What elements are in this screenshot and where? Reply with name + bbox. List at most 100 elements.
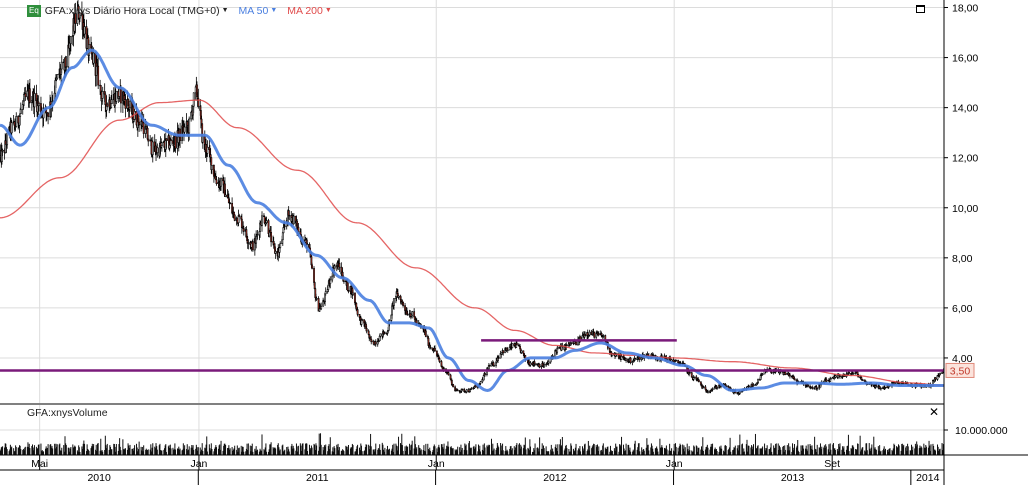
candle-body [240, 218, 243, 228]
month-label: Jan [428, 458, 445, 470]
candle-body [693, 376, 696, 379]
candle-body [15, 116, 18, 127]
price-tick-label: 4,00 [952, 353, 973, 365]
candle-body [793, 378, 796, 381]
candle-body [424, 330, 427, 337]
candle-body [24, 93, 27, 98]
chart-legend: Eq GFA:xnys Diário Hora Local (TMG+0) ▼ … [27, 4, 342, 18]
candle-body [188, 118, 191, 134]
chevron-down-icon[interactable]: ▼ [324, 6, 332, 14]
candle-body [807, 384, 810, 387]
maximize-icon[interactable] [916, 5, 925, 13]
candle-body [347, 290, 350, 292]
candle-body [333, 265, 336, 269]
candle-body [261, 215, 263, 226]
candle-body [884, 386, 887, 389]
candle-body [354, 292, 356, 304]
candle-body [522, 350, 525, 354]
candle-body [484, 373, 486, 375]
candle-body [142, 122, 145, 134]
candle-body [434, 347, 436, 352]
candle-body [160, 142, 163, 147]
candle-body [60, 61, 63, 70]
last-price-badge: 3,50 [945, 362, 975, 378]
candle-body [880, 387, 882, 390]
candle-body [620, 356, 623, 360]
candle-body [716, 387, 719, 389]
candle-body [374, 341, 377, 345]
candle-body [688, 371, 691, 374]
trend-lines [0, 339, 944, 372]
timezone-label[interactable]: Hora Local (TMG+0) [123, 5, 220, 17]
candle-body [761, 373, 764, 376]
candle-body [365, 328, 368, 332]
candle-body [104, 93, 107, 105]
candle-body [784, 371, 787, 375]
time-axis: Mai Jan Jan Jan Set 2010 2011 2012 2013 2014 [0, 455, 945, 485]
candle-body [29, 88, 31, 103]
candle-body [343, 280, 345, 283]
candle-body [629, 357, 632, 363]
candle-body [839, 375, 841, 377]
candle-body [597, 333, 600, 336]
candle-body [124, 99, 127, 109]
volume-panel-label: GFA:xnysVolume [27, 407, 108, 419]
candle-body [356, 309, 359, 315]
candle-body [370, 338, 373, 343]
price-tick-label: 10,00 [952, 203, 978, 215]
candle-body [110, 99, 113, 104]
chevron-down-icon[interactable]: ▼ [270, 6, 278, 14]
ma50-label[interactable]: MA 50 [238, 5, 269, 17]
ma200-label[interactable]: MA 200 [287, 5, 323, 17]
ma200-line [0, 99, 944, 387]
price-tick-label: 6,00 [952, 303, 973, 315]
chevron-down-icon[interactable]: ▼ [221, 6, 229, 14]
candle-body [79, 12, 81, 19]
candle-body [811, 386, 814, 389]
candle-body [10, 122, 13, 134]
month-label: Set [824, 458, 840, 470]
candle-body [393, 298, 395, 306]
candle-body [515, 342, 518, 346]
candle-body [465, 389, 468, 393]
month-label: Jan [190, 458, 207, 470]
moving-averages [0, 48, 944, 393]
equity-badge: Eq [27, 5, 41, 17]
candle-body [206, 146, 209, 154]
candle-body [174, 135, 177, 149]
interval-label[interactable]: Diário [93, 5, 121, 17]
candle-body [413, 311, 416, 318]
candle-body [379, 333, 382, 337]
candle-body [120, 87, 122, 104]
candle-body [320, 305, 323, 310]
candle-body [211, 165, 213, 170]
candle-body [224, 194, 227, 197]
candle-body [547, 361, 550, 364]
candle-body [101, 91, 104, 99]
candle-body [129, 100, 131, 109]
candle-body [97, 65, 100, 86]
candle-body [220, 178, 222, 187]
candle-body [391, 305, 393, 316]
candle-body [456, 389, 459, 392]
candle-body [556, 346, 559, 349]
price-axis: 18,00 16,00 14,00 12,00 10,00 8,00 6,00 4,00 [944, 3, 978, 365]
candle-body [406, 314, 409, 316]
candle-body [367, 330, 370, 335]
symbol-label[interactable]: GFA:xnys [44, 5, 91, 17]
month-label: Jan [666, 458, 683, 470]
close-icon[interactable]: ✕ [929, 405, 940, 419]
candle-body [233, 214, 236, 221]
candle-body [625, 358, 627, 361]
candle-body [346, 282, 349, 291]
price-tick-label: 18,00 [952, 3, 978, 15]
candle-body [402, 302, 404, 306]
candle-body [593, 332, 596, 338]
candle-body [543, 364, 546, 367]
candle-body [215, 179, 218, 184]
candle-body [265, 220, 268, 223]
candle-body [252, 241, 254, 251]
price-tick-label: 8,00 [952, 253, 973, 265]
candle-body [677, 360, 679, 364]
